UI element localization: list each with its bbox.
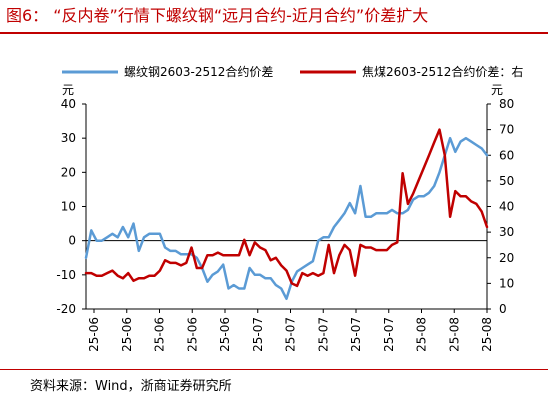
x-tick-label: 25-06 <box>153 317 167 352</box>
x-tick-label: 25-07 <box>251 317 265 352</box>
right-tick-label: 30 <box>499 225 514 239</box>
x-tick-label: 25-07 <box>382 317 396 352</box>
source-note: 资料来源：Wind，浙商证券研究所 <box>30 379 232 394</box>
left-tick-label: -10 <box>56 268 76 282</box>
chart: 螺纹钢2603-2512合约价差 焦煤2603-2512合约价差：右 元 元 -… <box>56 64 523 352</box>
left-tick-label: 0 <box>68 234 76 248</box>
right-tick-label: 80 <box>499 97 514 111</box>
right-tick-label: 40 <box>499 200 514 214</box>
x-tick-label: 25-06 <box>120 317 134 352</box>
figure-title: 图6： “反内卷”行情下螺纹钢“远月合约-近月合约”价差扩大 <box>6 6 429 25</box>
right-tick-label: 0 <box>499 302 507 316</box>
series-line-coke <box>84 128 489 288</box>
right-axis-unit: 元 <box>491 83 503 97</box>
series-line-rebar <box>84 136 489 301</box>
title-rule <box>0 32 548 34</box>
x-tick-label: 25-07 <box>316 317 330 352</box>
x-tick-label: 25-07 <box>284 317 298 352</box>
left-tick-label: 10 <box>61 200 76 214</box>
left-tick-label: 30 <box>61 131 76 145</box>
x-tick-label: 25-07 <box>349 317 363 352</box>
left-tick-label: -20 <box>56 302 76 316</box>
left-axis-unit: 元 <box>62 83 74 97</box>
legend-label-rebar: 螺纹钢2603-2512合约价差 <box>124 64 273 79</box>
right-tick-label: 60 <box>499 148 514 162</box>
legend: 螺纹钢2603-2512合约价差 焦煤2603-2512合约价差：右 <box>62 64 523 79</box>
x-tick-label: 25-08 <box>415 317 429 352</box>
x-tick-label: 25-06 <box>218 317 232 352</box>
right-tick-label: 20 <box>499 251 514 265</box>
x-tick-label: 25-08 <box>480 317 494 352</box>
right-tick-label: 10 <box>499 276 514 290</box>
left-tick-label: 40 <box>61 97 76 111</box>
right-tick-label: 50 <box>499 174 514 188</box>
right-tick-label: 70 <box>499 123 514 137</box>
plot-lines <box>84 128 489 301</box>
left-tick-label: 20 <box>61 165 76 179</box>
x-tick-label: 25-06 <box>185 317 199 352</box>
x-tick-label: 25-08 <box>447 317 461 352</box>
legend-label-coke: 焦煤2603-2512合约价差：右 <box>362 64 523 79</box>
source-rule <box>0 369 548 370</box>
x-tick-label: 25-06 <box>87 317 101 352</box>
axes: -20 -10 0 10 20 30 40 0 10 20 30 40 50 60 70 80 25-06 25-… <box>56 97 514 352</box>
